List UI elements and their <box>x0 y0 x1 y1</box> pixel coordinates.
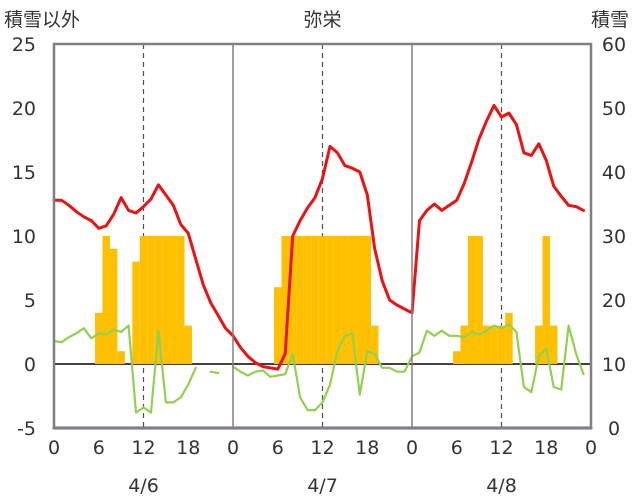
x-tick-label: 18 <box>176 437 200 459</box>
precipitation-bar <box>348 236 357 364</box>
temperature-line <box>52 103 585 371</box>
precipitation-bar <box>303 236 312 364</box>
right-tick-label: 40 <box>602 162 626 184</box>
left-tick-label: 10 <box>12 226 36 248</box>
x-tick-label: 6 <box>272 437 284 459</box>
precipitation-bar <box>490 325 498 364</box>
precipitation-bar <box>475 236 483 364</box>
precipitation-bar <box>132 261 140 364</box>
x-tick-label: 6 <box>93 437 105 459</box>
precipitation-bar <box>453 351 461 364</box>
precipitation-bar <box>482 325 491 364</box>
precipitation-bar <box>117 351 125 364</box>
plot-border <box>52 42 593 430</box>
precipitation-bar <box>356 236 364 364</box>
left-tick-label: 5 <box>24 290 36 312</box>
right-tick-label: 0 <box>608 418 620 440</box>
precipitation-bar <box>341 236 349 364</box>
right-tick-label: 30 <box>602 226 626 248</box>
precipitation-bar <box>154 236 163 364</box>
x-tick-label: 0 <box>227 437 239 459</box>
precipitation-bar <box>497 325 506 364</box>
right-tick-label: 50 <box>602 98 626 120</box>
x-tick-label: 0 <box>48 437 60 459</box>
left-tick-label: 15 <box>12 162 36 184</box>
x-tick-label: 6 <box>451 437 463 459</box>
precipitation-bar <box>535 325 543 364</box>
precipitation-bar <box>333 236 342 364</box>
right-tick-label: 20 <box>602 290 626 312</box>
plot-frame <box>52 42 593 430</box>
x-tick-label: 0 <box>585 437 597 459</box>
left-tick-label: 25 <box>12 34 36 56</box>
x-tick-label: 12 <box>489 437 513 459</box>
precipitation-bar <box>109 248 118 364</box>
chart-title: 弥栄 <box>303 9 341 31</box>
x-tick-label: 12 <box>310 437 334 459</box>
day-label: 4/6 <box>128 475 159 497</box>
precipitation-bar <box>95 312 103 364</box>
precipitation-bar <box>326 236 334 364</box>
precipitation-bar <box>296 236 304 364</box>
precipitation-bar <box>147 236 155 364</box>
x-tick-label: 18 <box>534 437 558 459</box>
x-tick-label: 12 <box>131 437 155 459</box>
x-tick-label: 18 <box>355 437 379 459</box>
right-axis-title: 積雪 <box>591 9 629 31</box>
left-tick-label: 20 <box>12 98 36 120</box>
precipitation-bar <box>177 236 185 364</box>
precipitation-bar <box>370 325 379 364</box>
precipitation-bars <box>95 236 558 364</box>
precipitation-bar <box>281 236 289 364</box>
left-tick-label: -5 <box>17 418 36 440</box>
precipitation-bar <box>460 325 468 364</box>
day-label: 4/7 <box>307 475 338 497</box>
precipitation-bar <box>184 325 192 364</box>
right-tick-label: 60 <box>602 34 626 56</box>
precipitation-bar <box>274 287 282 364</box>
precipitation-bar <box>542 236 550 364</box>
left-tick-label: 0 <box>24 354 36 376</box>
x-tick-label: 0 <box>406 437 418 459</box>
chart-labels: -5 0 5 10 15 20 25 0 10 20 30 40 50 60 0 6 12 18 0 6 12 18 0 6 1… <box>4 9 629 497</box>
right-tick-label: 10 <box>602 354 626 376</box>
day-label: 4/8 <box>486 475 517 497</box>
precipitation-bar <box>467 236 476 364</box>
left-axis-title: 積雪以外 <box>4 9 80 31</box>
precipitation-bar <box>162 236 170 364</box>
precipitation-bar <box>169 236 178 364</box>
precipitation-bar <box>139 236 148 364</box>
precipitation-bar <box>363 236 371 364</box>
precipitation-bar <box>102 236 110 364</box>
wind-line <box>52 323 585 414</box>
precipitation-bar <box>311 236 319 364</box>
precipitation-bar <box>505 312 513 364</box>
precipitation-bar <box>549 325 558 364</box>
precipitation-bar <box>288 236 297 364</box>
precipitation-bar <box>318 236 327 364</box>
